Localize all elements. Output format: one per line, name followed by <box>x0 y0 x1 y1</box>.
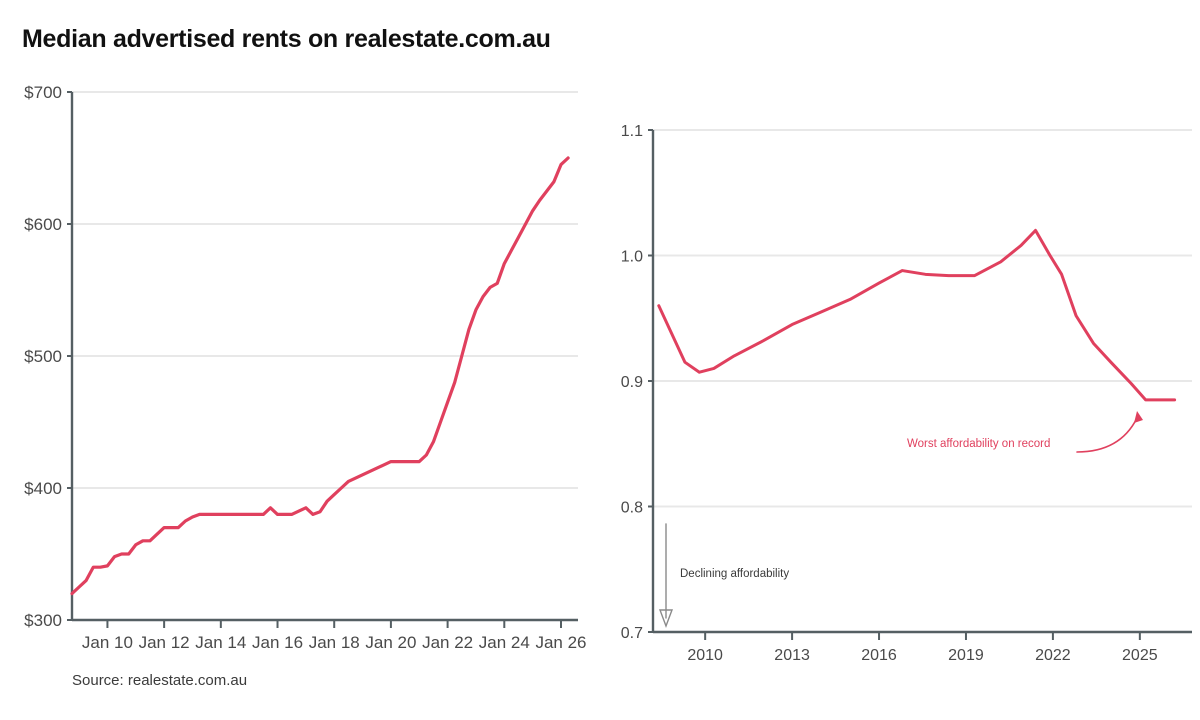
y-tick-label: 0.8 <box>621 500 643 517</box>
left-y-axis-labels: $300 $400 $500 $600 $700 <box>24 83 62 630</box>
right-series-line <box>657 228 1177 402</box>
right-chart-panel: Rental Affordability Index Australia 0.7… <box>600 0 1200 720</box>
x-tick-label: Jan 12 <box>139 633 190 652</box>
right-gridlines <box>653 129 1192 508</box>
left-source-note: Source: realestate.com.au <box>72 672 248 689</box>
x-tick-label: 2016 <box>861 647 897 664</box>
y-tick-label: 0.7 <box>621 625 643 642</box>
x-tick-label: 2025 <box>1122 647 1158 664</box>
left-gridlines <box>72 91 578 489</box>
x-tick-label: Jan 10 <box>82 633 133 652</box>
y-tick-label: $400 <box>24 479 62 498</box>
worst-affordability-arrow-icon <box>1076 417 1138 453</box>
x-tick-label: Jan 18 <box>309 633 360 652</box>
left-tick-marks <box>67 91 562 628</box>
right-y-axis-labels: 0.7 0.8 0.9 1.0 1.1 <box>621 123 643 642</box>
y-tick-label: 1.0 <box>621 249 643 266</box>
x-tick-label: 2022 <box>1035 647 1071 664</box>
median-rents-chart: $300$400$500$600$700 Jan 10 Jan 12 Jan 14 J… <box>24 83 587 652</box>
y-tick-label: $700 <box>24 83 62 102</box>
x-tick-label: Jan 22 <box>422 633 473 652</box>
x-tick-label: 2013 <box>774 647 810 664</box>
x-tick-label: 2010 <box>687 647 723 664</box>
affordability-index-chart: 0.7 0.8 0.9 1.0 1.1 2010 2013 2016 2019 2022 2025… <box>621 123 1192 664</box>
x-tick-label: Jan 26 <box>535 633 586 652</box>
y-tick-label: $300 <box>24 611 62 630</box>
left-chart-title: Median advertised rents on realestate.co… <box>22 25 551 53</box>
x-tick-label: Jan 24 <box>479 633 530 652</box>
worst-affordability-arrowhead-icon <box>1134 411 1143 423</box>
x-tick-label: Jan 20 <box>365 633 416 652</box>
y-tick-label: 0.9 <box>621 374 643 391</box>
x-tick-label: Jan 16 <box>252 633 303 652</box>
left-x-axis-labels: Jan 10 Jan 12 Jan 14 Jan 16 Jan 18 Jan 20 Jan … <box>82 633 587 652</box>
declining-affordability-annotation: Declining affordability <box>680 568 789 580</box>
left-chart-panel: Median advertised rents on realestate.co… <box>22 25 587 689</box>
x-tick-label: 2019 <box>948 647 984 664</box>
x-tick-label: Jan 14 <box>195 633 246 652</box>
left-series-line <box>70 156 570 596</box>
y-tick-label: 1.1 <box>621 123 643 140</box>
right-tick-marks <box>648 129 1141 640</box>
worst-affordability-annotation: Worst affordability on record <box>907 438 1050 450</box>
declining-affordability-arrowhead-icon <box>658 609 674 628</box>
y-tick-label: $500 <box>24 347 62 366</box>
right-x-axis-labels: 2010 2013 2016 2019 2022 2025 <box>687 647 1157 664</box>
y-tick-label: $600 <box>24 215 62 234</box>
